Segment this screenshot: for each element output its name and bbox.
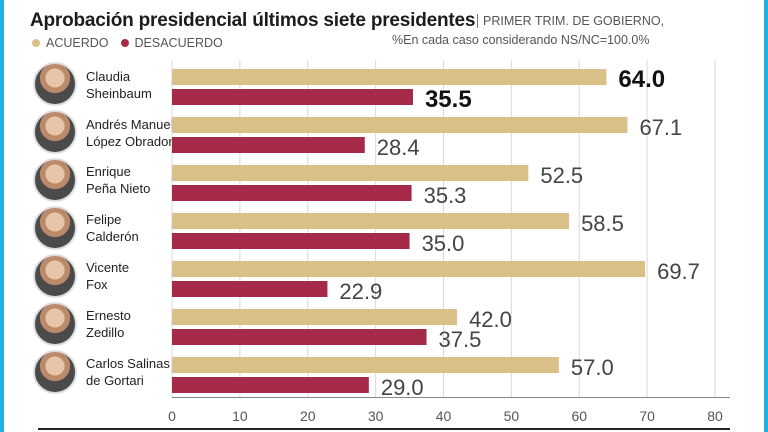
data-label-desacuerdo: 35.5	[425, 86, 472, 113]
x-tick-label: 70	[639, 408, 655, 424]
president-name-line2: López Obrador	[86, 134, 173, 149]
bar-acuerdo	[172, 69, 607, 85]
legend-label-acuerdo: ACUERDO	[46, 36, 109, 50]
data-label-acuerdo: 69.7	[657, 259, 700, 284]
data-label-acuerdo: 42.0	[469, 307, 512, 332]
president-name-line2: de Gortari	[86, 373, 144, 388]
bar-acuerdo	[172, 213, 570, 229]
president-name-line1: Vicente	[86, 260, 130, 275]
chart-subtitle: PRIMER TRIM. DE GOBIERNO,	[477, 14, 664, 28]
x-tick-label: 40	[436, 408, 452, 424]
president-name: Enrique Peña Nieto	[86, 163, 150, 197]
president-name: Vicente Fox	[86, 259, 129, 293]
data-label-acuerdo: 52.5	[540, 163, 583, 188]
data-label-desacuerdo: 35.0	[422, 231, 465, 256]
x-tick-label: 20	[300, 408, 316, 424]
legend-item-acuerdo: ACUERDO	[32, 36, 109, 50]
data-label-desacuerdo: 22.9	[339, 279, 382, 304]
bar-desacuerdo	[172, 137, 365, 153]
legend-dot-acuerdo	[32, 39, 40, 47]
man-portrait-icon	[33, 110, 77, 154]
bar-acuerdo	[172, 309, 458, 325]
x-tick-label: 0	[168, 408, 176, 424]
woman-portrait-icon	[33, 62, 77, 106]
data-label-desacuerdo: 29.0	[381, 375, 424, 400]
bar-desacuerdo	[172, 329, 427, 345]
left-frame-border	[0, 0, 4, 432]
bottom-rule	[38, 428, 730, 430]
president-name: Andrés Manuel López Obrador	[86, 116, 173, 150]
man-portrait-icon	[33, 254, 77, 298]
bar-acuerdo	[172, 117, 628, 133]
legend-dot-desacuerdo	[120, 39, 129, 47]
bar-acuerdo	[172, 261, 646, 277]
legend-item-desacuerdo: DESACUERDO	[120, 36, 223, 50]
president-name: Claudia Sheinbaum	[86, 68, 152, 102]
x-tick-label: 30	[368, 408, 384, 424]
president-name: Felipe Calderón	[86, 211, 139, 245]
man-portrait-icon	[33, 350, 77, 394]
x-tick-label: 50	[504, 408, 520, 424]
president-name: Carlos Salinas de Gortari	[86, 355, 170, 389]
chart-title: Aprobación presidencial últimos siete pr…	[30, 10, 476, 31]
bar-acuerdo	[172, 165, 529, 181]
man-portrait-icon	[33, 206, 77, 250]
data-label-acuerdo: 57.0	[571, 355, 614, 380]
president-name-line1: Ernesto	[86, 308, 131, 323]
chart-note: %En cada caso considerando NS/NC=100.0%	[392, 33, 650, 47]
president-name-line1: Enrique	[86, 164, 131, 179]
president-name-line2: Zedillo	[86, 325, 125, 340]
bar-desacuerdo	[172, 377, 369, 393]
man-portrait-icon	[33, 158, 77, 202]
data-label-desacuerdo: 35.3	[424, 183, 467, 208]
legend-label-desacuerdo: DESACUERDO	[134, 36, 223, 50]
bar-desacuerdo	[172, 233, 410, 249]
president-name-line2: Peña Nieto	[86, 181, 151, 196]
president-name-line2: Calderón	[86, 229, 139, 244]
data-label-desacuerdo: 37.5	[439, 327, 482, 352]
x-tick-label: 80	[707, 408, 723, 424]
president-name-line1: Carlos Salinas	[86, 356, 170, 371]
president-name-line1: Felipe	[86, 212, 122, 227]
bar-desacuerdo	[172, 89, 413, 105]
president-name-line1: Claudia	[86, 69, 131, 84]
president-name: Ernesto Zedillo	[86, 307, 131, 341]
president-name-line2: Sheinbaum	[86, 86, 152, 101]
data-label-acuerdo: 64.0	[618, 66, 665, 93]
x-tick-label: 10	[232, 408, 248, 424]
right-frame-border	[764, 0, 768, 432]
bar-desacuerdo	[172, 185, 412, 201]
data-label-acuerdo: 58.5	[581, 211, 624, 236]
man-portrait-icon	[33, 302, 77, 346]
data-label-acuerdo: 67.1	[639, 115, 682, 140]
president-name-line2: Fox	[86, 277, 108, 292]
data-label-desacuerdo: 28.4	[377, 135, 420, 160]
bar-acuerdo	[172, 357, 559, 373]
x-tick-label: 60	[571, 408, 587, 424]
bar-desacuerdo	[172, 281, 328, 297]
president-name-line1: Andrés Manuel	[86, 117, 174, 132]
legend: ACUERDO DESACUERDO	[32, 36, 223, 50]
